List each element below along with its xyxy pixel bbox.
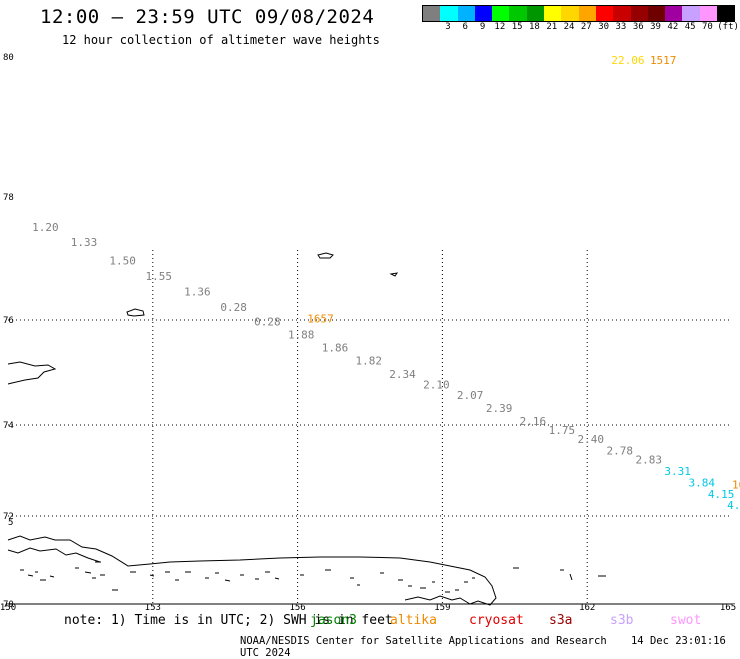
color-scale-tick: 9 xyxy=(479,22,486,32)
wave-height-value: 1517 xyxy=(650,54,677,67)
color-swatch xyxy=(717,6,735,21)
map-subtitle: 12 hour collection of altimeter wave hei… xyxy=(62,33,380,47)
longitude-label: 156 xyxy=(289,603,305,613)
color-scale-tick: 24 xyxy=(563,22,575,32)
color-swatch xyxy=(492,6,510,21)
small-island-3 xyxy=(389,272,399,277)
small-island-1 xyxy=(126,308,145,317)
wave-height-value: 3.84 xyxy=(689,476,716,489)
credits: NOAA/NESDIS Center for Satellite Applica… xyxy=(240,635,740,659)
color-swatch xyxy=(526,6,545,21)
color-swatch xyxy=(474,6,493,21)
wave-height-value: 4.17 xyxy=(727,499,740,512)
longitude-label: 153 xyxy=(145,603,161,613)
satellite-legend-item: cryosat xyxy=(469,613,524,628)
color-swatch xyxy=(630,6,648,21)
color-scale-tick: 33 xyxy=(615,22,627,32)
color-swatch xyxy=(509,6,527,21)
color-swatch xyxy=(561,6,579,21)
units-note: note: 1) Time is in UTC; 2) SWH is in fe… xyxy=(64,613,393,628)
credit-text: NOAA/NESDIS Center for Satellite Applica… xyxy=(240,635,607,647)
satellite-legend-item: altika xyxy=(390,613,437,628)
siberia-coast-west xyxy=(7,547,101,563)
siberia-coast xyxy=(7,535,497,606)
longitude-label: 165 xyxy=(720,603,736,613)
latitude-label: 70 xyxy=(3,600,14,610)
color-swatch xyxy=(457,6,475,21)
color-scale-tick: 36 xyxy=(632,22,644,32)
color-scale-tick: 6 xyxy=(462,22,468,32)
color-swatch xyxy=(665,6,683,21)
color-scale-tick: 21 xyxy=(546,22,558,32)
latitude-label: 72 xyxy=(3,512,14,522)
color-swatch xyxy=(647,6,666,21)
wave-height-value: 1.50 xyxy=(109,255,136,268)
wave-height-value: 2.10 xyxy=(423,378,450,391)
longitude-label: 162 xyxy=(579,603,595,613)
wave-height-value: 22.06 xyxy=(611,54,644,67)
latitude-label: 78 xyxy=(3,193,14,203)
color-scale-tick: 18 xyxy=(529,22,540,32)
color-swatch xyxy=(699,6,718,21)
wave-height-value: 1.55 xyxy=(146,270,173,283)
color-swatch xyxy=(440,6,458,21)
color-scale-tick: 3 xyxy=(445,22,451,32)
color-scale-bar xyxy=(422,5,736,22)
color-swatch xyxy=(613,6,631,21)
color-swatch xyxy=(544,6,562,21)
wave-height-value: 2.34 xyxy=(389,368,416,381)
color-scale-tick: 27 xyxy=(580,22,592,32)
color-swatch xyxy=(682,6,700,21)
wave-height-value: 4.15 xyxy=(708,488,735,501)
wave-height-value: 3.31 xyxy=(664,465,691,478)
satellite-legend-item: s3b xyxy=(610,613,634,628)
wave-height-value: 1.20 xyxy=(32,221,59,234)
wave-height-value: 2.39 xyxy=(486,402,512,415)
longitude-label: 159 xyxy=(434,603,450,613)
wave-height-value: 2.83 xyxy=(635,454,662,467)
wave-height-value: 2.07 xyxy=(457,389,484,402)
map-title: 12:00 – 23:59 UTC 09/08/2024 xyxy=(40,6,375,28)
satellite-legend-item: s3a xyxy=(549,613,573,628)
wave-height-value: 1.86 xyxy=(322,342,349,355)
color-scale-tick: 42 xyxy=(667,22,679,32)
wave-height-value: 0.28 xyxy=(220,301,247,314)
wave-height-value: 1.33 xyxy=(71,236,98,249)
color-scale-tick: 12 xyxy=(494,22,506,32)
color-swatch xyxy=(423,6,441,21)
latitude-label: 80 xyxy=(3,53,14,63)
coastline xyxy=(7,252,606,606)
coastal-islets xyxy=(20,561,606,593)
wave-height-value: 1.75 xyxy=(549,424,576,437)
new-siberian-island xyxy=(7,361,57,385)
color-scale-tick: 70 xyxy=(702,22,713,32)
longitude-label: 150 xyxy=(0,603,16,613)
color-scale-tick: 15 xyxy=(511,22,523,32)
latitude-label-extra: 5 xyxy=(8,518,13,528)
color-scale-tick: 39 xyxy=(650,22,661,32)
color-scale-unit: (ft) xyxy=(717,22,739,32)
latitude-label: 76 xyxy=(3,316,14,326)
color-swatch xyxy=(578,6,596,21)
wave-height-value: 1.82 xyxy=(356,355,383,368)
wave-height-value: 2.16 xyxy=(520,415,547,428)
wave-height-value: 1.88 xyxy=(288,328,315,341)
wave-height-value: 1636 xyxy=(732,479,740,492)
latitude-label: 74 xyxy=(3,421,14,431)
color-swatch xyxy=(595,6,614,21)
graticule xyxy=(8,250,732,605)
wave-height-value: 1657 xyxy=(307,313,334,326)
satellite-legend-item: jason3 xyxy=(310,613,357,628)
wave-height-value: 0.28 xyxy=(254,315,281,328)
wave-height-value: 1.36 xyxy=(184,285,211,298)
color-scale-labels: 3 6 9 12 15 18 21 24 27 30 33 36 39 42 45 70 (ft) xyxy=(422,22,740,34)
satellite-legend-item: swot xyxy=(670,613,702,628)
wave-height-value: 2.78 xyxy=(607,445,634,458)
color-scale-tick: 45 xyxy=(684,22,696,32)
small-island-2 xyxy=(317,252,334,259)
color-scale-tick: 30 xyxy=(598,22,610,32)
wave-height-values: 1.20 1.33 1.50 1.55 1.36 0.28 0.28 1.88 1.86 1.82… xyxy=(32,54,740,512)
wave-height-value: 2.40 xyxy=(578,433,605,446)
